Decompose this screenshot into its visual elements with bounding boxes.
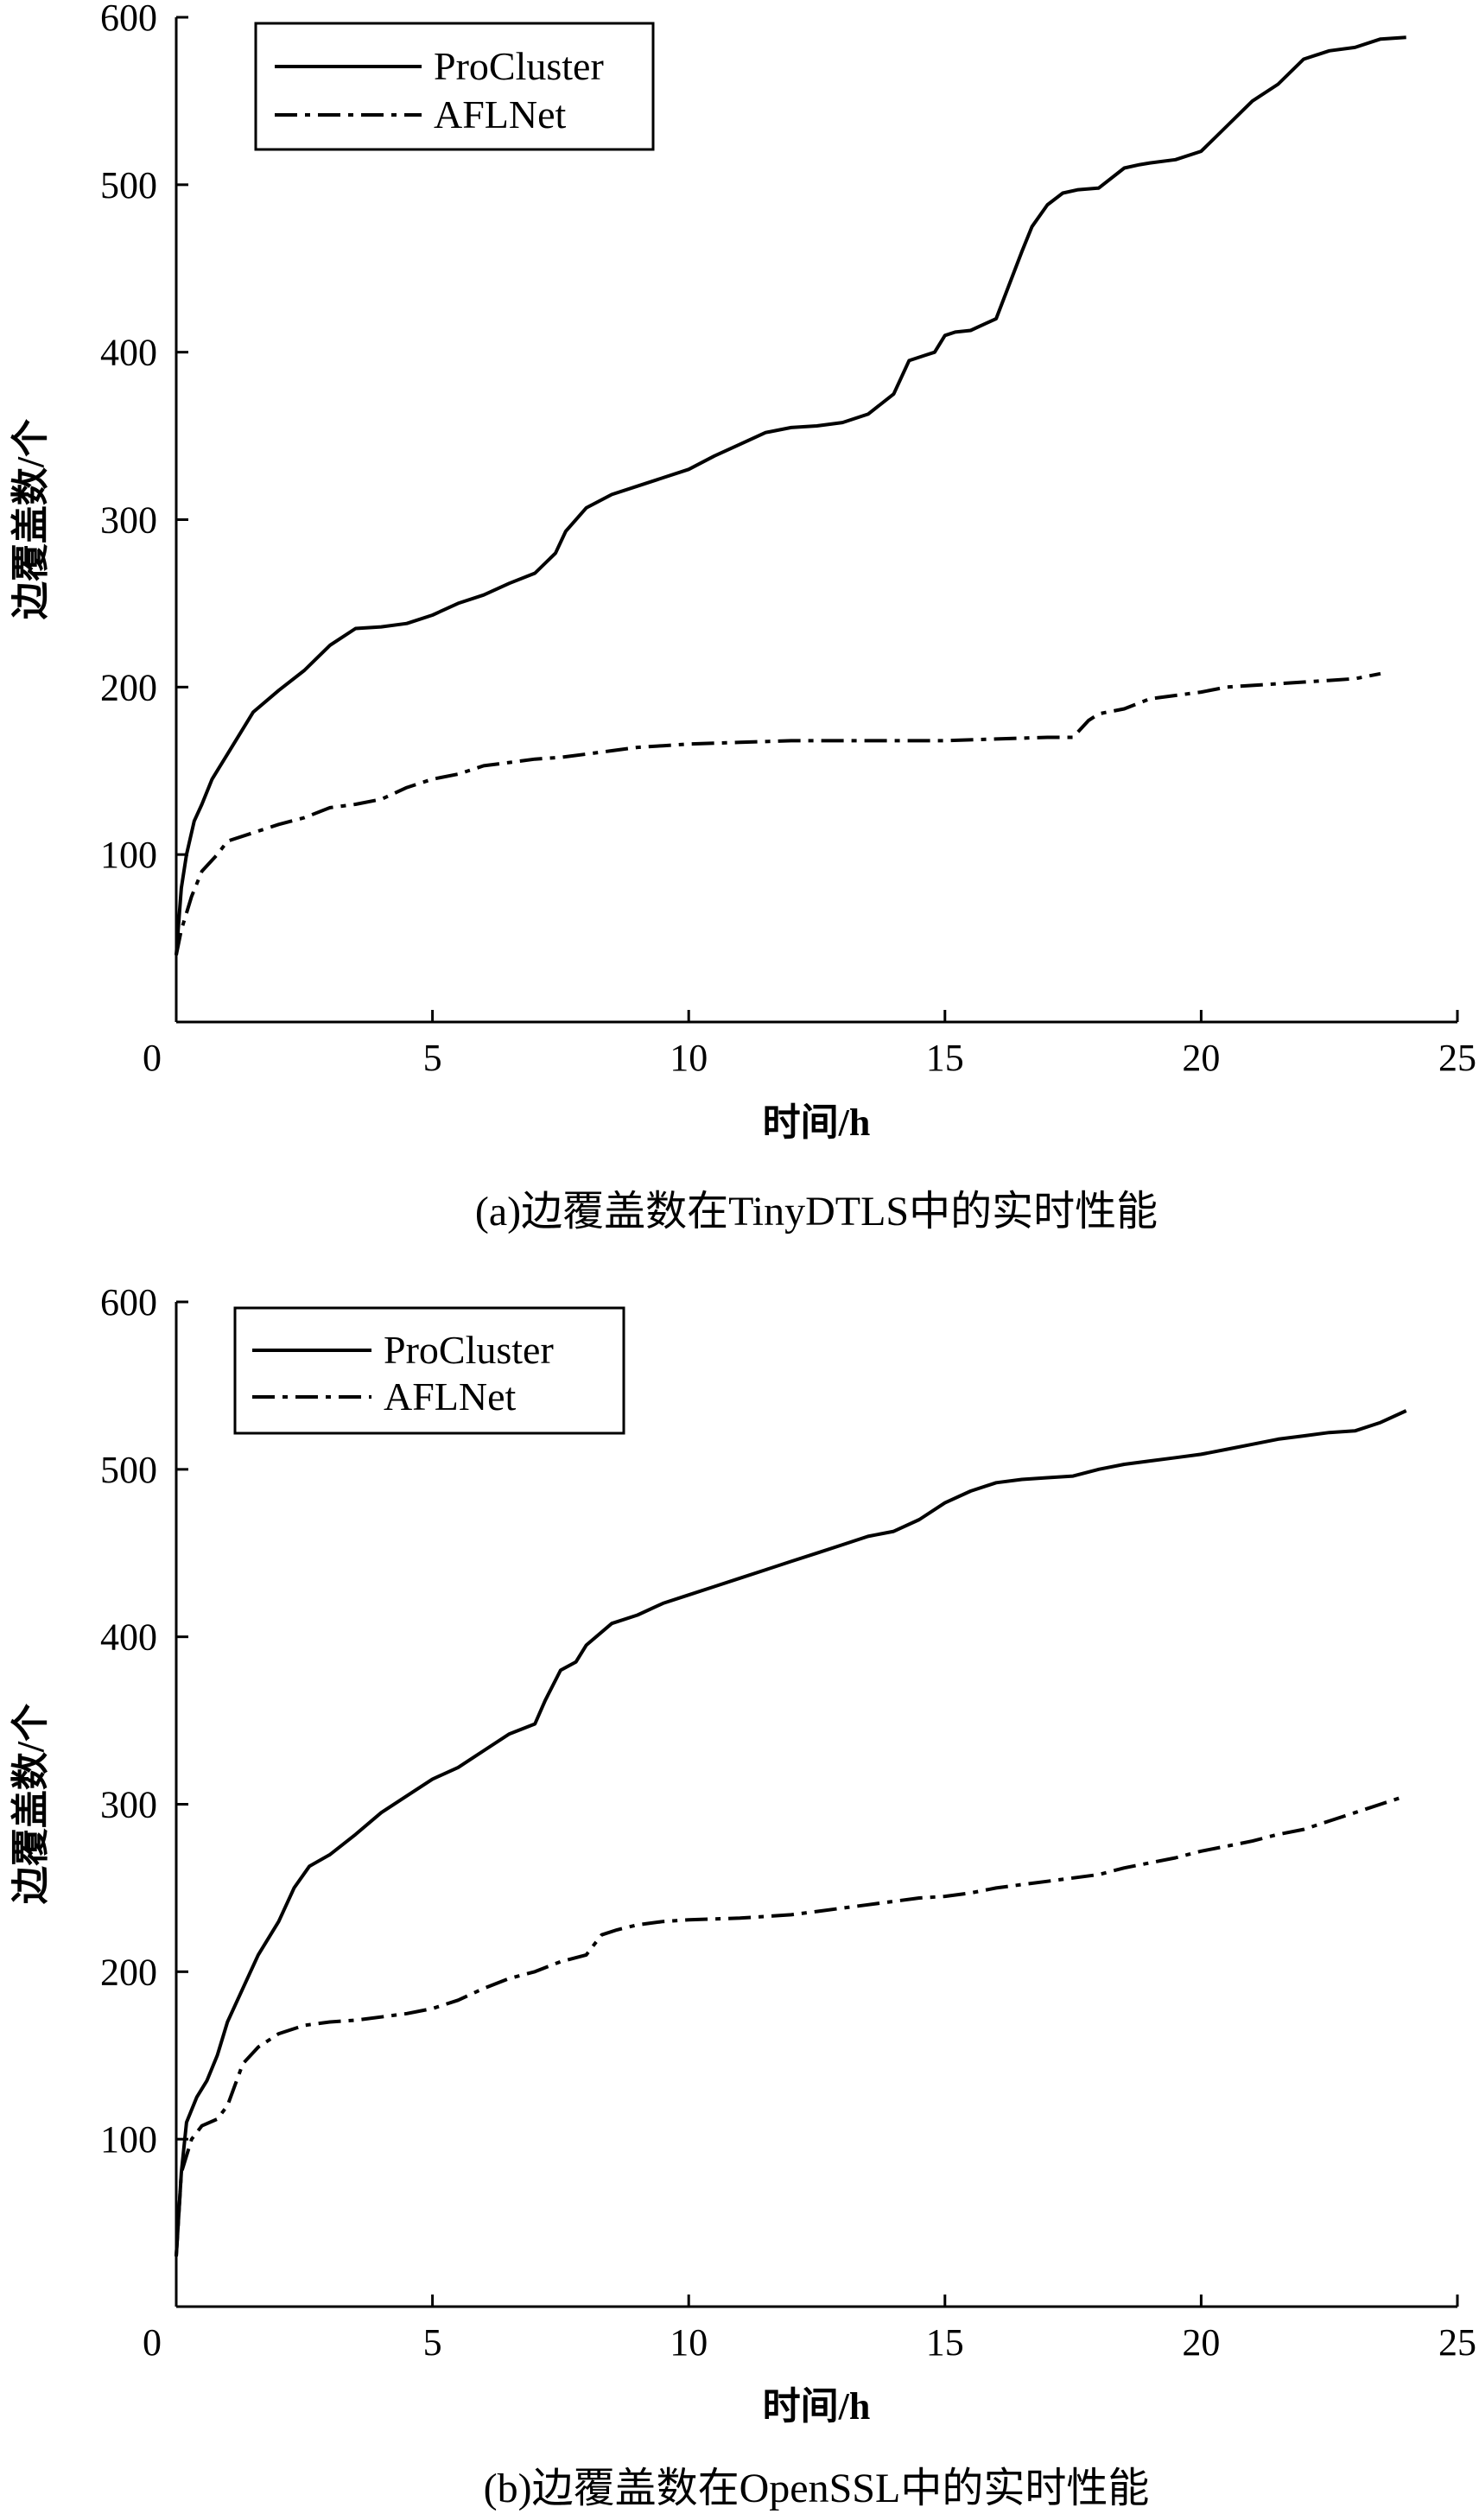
x-tick-label: 0	[143, 2321, 162, 2364]
chart-panel-b: 0 5 10 15 20 25 100 200 300 400 500 600 ProCluster …	[10, 1281, 1476, 2511]
series-layer	[175, 35, 1406, 955]
legend-label-aflnet: AFLNet	[434, 92, 567, 136]
series-layer	[175, 1409, 1407, 2257]
x-tick-label: 20	[1182, 1037, 1220, 1079]
y-axis-title: 边覆盖数/个	[10, 419, 52, 619]
y-tick-label: 100	[100, 834, 157, 876]
x-tick-label: 25	[1438, 2321, 1476, 2364]
y-tick-label: 200	[100, 666, 157, 708]
y-tick-label: 500	[100, 1449, 157, 1491]
x-tick-label: 10	[670, 1037, 708, 1079]
series-aflnet-line	[175, 1793, 1407, 2257]
legend: ProCluster AFLNet	[254, 22, 655, 151]
y-tick-label: 300	[100, 499, 157, 542]
y-axis-title: 边覆盖数/个	[10, 1704, 52, 1904]
y-tick-label: 300	[100, 1784, 157, 1826]
x-tick-label: 20	[1182, 2321, 1220, 2364]
legend-box	[233, 1306, 625, 1435]
chart-caption: (b)边覆盖数在OpenSSL中的实时性能	[484, 2466, 1150, 2511]
x-tick-label: 15	[926, 2321, 964, 2364]
x-tick-label: 5	[423, 1037, 442, 1079]
chart-caption: (a)边覆盖数在TinyDTLS中的实时性能	[475, 1189, 1158, 1235]
y-tick-label: 400	[100, 332, 157, 374]
y-tick-label: 200	[100, 1951, 157, 1993]
x-tick-label: 10	[670, 2321, 708, 2364]
y-tick-label: 100	[100, 2118, 157, 2161]
ticks-layer: 0 5 10 15 20 25 100 200 300 400 500 600	[100, 1281, 1476, 2364]
y-tick-label: 400	[100, 1616, 157, 1659]
x-tick-label: 25	[1438, 1037, 1476, 1079]
series-aflnet-line	[175, 671, 1381, 955]
legend-box	[254, 22, 655, 151]
x-tick-label: 5	[423, 2321, 442, 2364]
plot-area: 0 5 10 15 20 25 100 200 300 400 500 600	[100, 1281, 1476, 2364]
x-axis-title: 时间/h	[763, 1101, 871, 1144]
legend-label-procluster: ProCluster	[384, 1328, 554, 1372]
legend: ProCluster AFLNet	[233, 1306, 625, 1435]
series-procluster-line	[175, 35, 1406, 955]
plot-area: 0 5 10 15 20 25 100 200 300 400 500 600	[100, 0, 1476, 1079]
x-tick-label: 0	[143, 1037, 162, 1079]
x-tick-label: 15	[926, 1037, 964, 1079]
chart-panel-a: 0 5 10 15 20 25 100 200 300 400 500 600 ProCluster …	[10, 0, 1476, 1235]
legend-label-aflnet: AFLNet	[384, 1374, 517, 1419]
legend-label-procluster: ProCluster	[434, 44, 604, 88]
ticks-layer: 0 5 10 15 20 25 100 200 300 400 500 600	[100, 0, 1476, 1079]
y-tick-label: 500	[100, 164, 157, 206]
series-procluster-line	[175, 1409, 1407, 2257]
y-tick-label: 600	[100, 1281, 157, 1323]
x-axis-title: 时间/h	[763, 2385, 871, 2428]
y-tick-label: 600	[100, 0, 157, 39]
